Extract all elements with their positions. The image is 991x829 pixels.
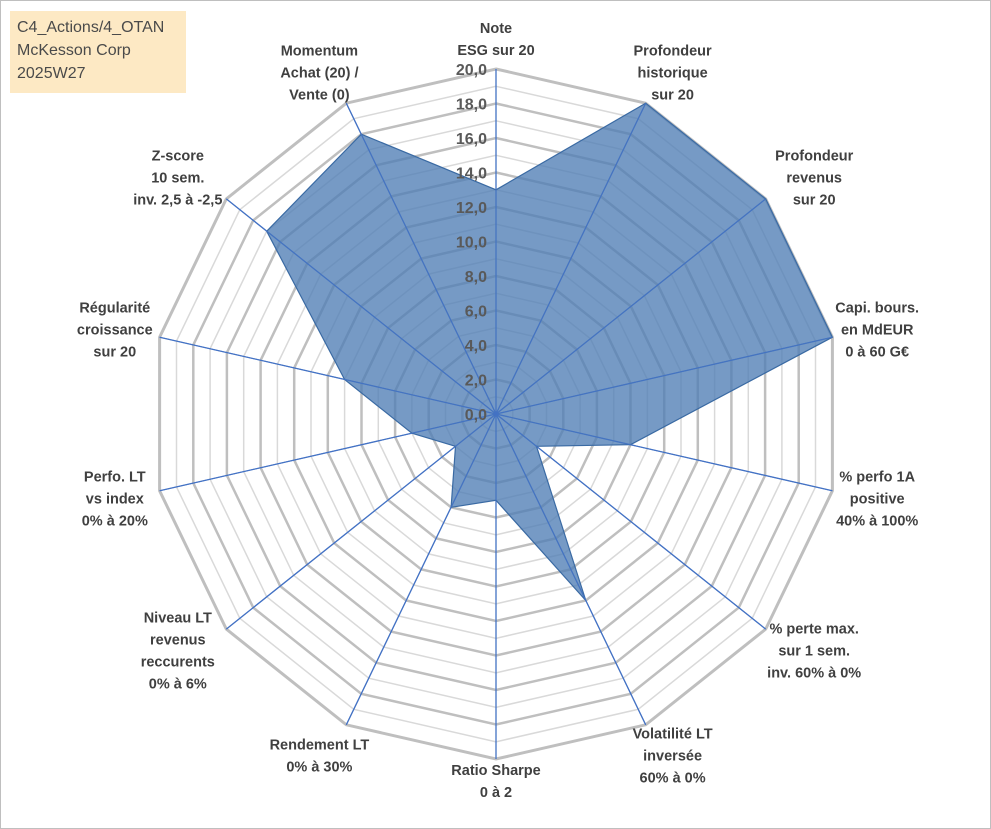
tick-label: 0,0: [465, 407, 487, 424]
tick-labels: 0,0 2,0 4,0 6,0 8,0 10,0 12,0 14,0 16,0 18,0 20,0: [456, 62, 487, 424]
title-line-1: C4_Actions/4_OTAN: [17, 19, 165, 36]
axis-spoke-overlay: [495, 102, 647, 415]
title-box: C4_Actions/4_OTAN McKesson Corp 2025W27: [10, 11, 186, 93]
axis-spoke-overlay: [345, 102, 497, 415]
tick-label: 12,0: [456, 200, 487, 217]
category-label: Note ESG sur 20: [457, 21, 534, 59]
tick-label: 14,0: [456, 166, 487, 183]
category-label: Volatilité LT inversée 60% à 0%: [633, 727, 713, 787]
axis-spoke-overlay: [495, 413, 833, 492]
axis-spoke-overlay: [495, 198, 767, 415]
category-label: Perfo. LT vs index 0% à 20%: [82, 469, 148, 529]
category-label: Niveau LT revenus reccurents 0% à 6%: [141, 610, 215, 692]
tick-label: 2,0: [465, 373, 487, 390]
tick-label: 10,0: [456, 235, 487, 252]
category-label: % perfo 1A positive 40% à 100%: [836, 469, 918, 529]
category-labels: Note ESG sur 20 Profondeur historique sur 20…: [77, 21, 919, 801]
tick-label: 6,0: [465, 304, 487, 321]
category-label: Z-score 10 sem. inv. 2,5 à -2,5: [133, 149, 222, 209]
tick-label: 16,0: [456, 131, 487, 148]
tick-label: 4,0: [465, 338, 487, 355]
category-label: Capi. bours. en MdEUR 0 à 60 G€: [835, 301, 919, 361]
tick-label: 20,0: [456, 62, 487, 79]
axis-spoke-overlay: [495, 413, 647, 726]
axis-spoke-overlay: [159, 336, 497, 415]
axis-spoke-overlay: [225, 198, 497, 415]
category-label: Ratio Sharpe 0 à 2: [451, 763, 540, 801]
category-label: Momentum Achat (20) / Vente (0): [280, 44, 358, 104]
axis-spoke-overlay: [495, 413, 767, 630]
axis-spoke-overlay: [225, 413, 497, 630]
axis-spoke-overlay: [345, 413, 497, 726]
series-layer: [159, 69, 834, 759]
category-label: % perte max. sur 1 sem. inv. 60% à 0%: [767, 621, 861, 681]
tick-label: 18,0: [456, 97, 487, 114]
title-line-2: McKesson Corp: [17, 42, 131, 59]
category-label: Profondeur historique sur 20: [634, 44, 712, 104]
category-label: Régularité croissance sur 20: [77, 301, 153, 361]
axis-spoke-overlay: [159, 413, 497, 492]
category-label: Rendement LT 0% à 30%: [270, 738, 370, 776]
category-label: Profondeur revenus sur 20: [775, 149, 853, 209]
tick-label: 8,0: [465, 269, 487, 286]
axis-spoke-overlay: [495, 336, 833, 415]
title-line-3: 2025W27: [17, 65, 86, 82]
